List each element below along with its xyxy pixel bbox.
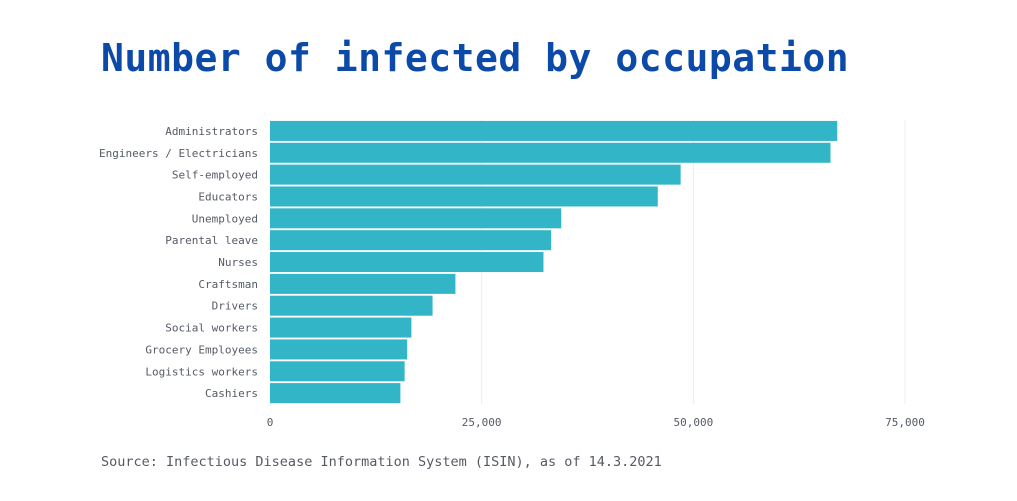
bar[interactable] <box>270 383 401 404</box>
x-tick-label: 25,000 <box>462 416 502 429</box>
category-label: Administrators <box>165 125 258 138</box>
bar[interactable] <box>270 252 544 273</box>
category-label: Nurses <box>218 256 258 269</box>
bar[interactable] <box>270 120 838 141</box>
x-tick-label: 0 <box>267 416 274 429</box>
category-labels: Administrators Engineers / Electricians Se… <box>99 125 258 400</box>
bar[interactable] <box>270 361 405 382</box>
source-note: Source: Infectious Disease Information S… <box>101 454 662 470</box>
category-label: Logistics workers <box>145 365 258 378</box>
bar[interactable] <box>270 295 433 316</box>
x-tick-label: 50,000 <box>673 416 713 429</box>
bar[interactable] <box>270 230 552 251</box>
bar[interactable] <box>270 339 408 360</box>
bars <box>270 120 838 404</box>
category-label: Self-employed <box>172 169 258 182</box>
category-label: Unemployed <box>192 212 258 225</box>
x-tick-label: 75,000 <box>885 416 925 429</box>
bar[interactable] <box>270 317 412 338</box>
category-label: Drivers <box>212 300 258 313</box>
bar[interactable] <box>270 142 831 163</box>
category-label: Grocery Employees <box>145 343 258 356</box>
bar[interactable] <box>270 273 456 294</box>
category-label: Cashiers <box>205 387 258 400</box>
category-label: Educators <box>198 190 258 203</box>
x-axis-tick-labels: 0 25,000 50,000 75,000 <box>267 416 925 429</box>
chart-title: Number of infected by occupation <box>101 36 850 80</box>
bar[interactable] <box>270 164 681 185</box>
category-label: Craftsman <box>198 278 258 291</box>
category-label: Social workers <box>165 322 258 335</box>
category-label: Engineers / Electricians <box>99 147 258 160</box>
bar[interactable] <box>270 186 658 207</box>
category-label: Parental leave <box>165 234 258 247</box>
bar[interactable] <box>270 208 562 229</box>
